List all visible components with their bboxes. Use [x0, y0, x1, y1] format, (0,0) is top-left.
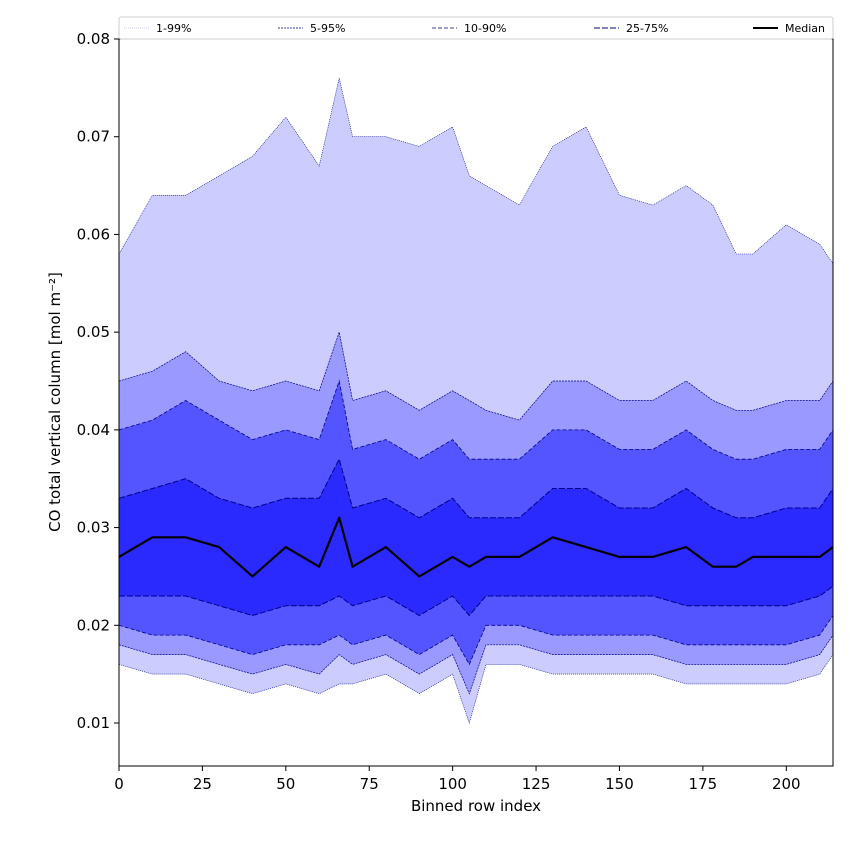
legend-label-1-99: 1-99% — [156, 22, 191, 35]
y-tick-label: 0.07 — [77, 128, 110, 146]
x-tick-label: 50 — [276, 775, 295, 793]
band-25-75-lower-edge — [119, 585, 834, 617]
y-tick-label: 0.06 — [77, 225, 110, 243]
band-25-75 — [119, 459, 833, 616]
y-tick-label: 0.05 — [77, 323, 110, 341]
median-line — [118, 516, 834, 578]
band-edge-lines — [118, 78, 834, 725]
percentile-bands — [119, 78, 833, 724]
y-tick-label: 0.04 — [77, 421, 110, 439]
band-1-99-lower-edge — [118, 654, 834, 725]
x-axis: 0 25 50 75 100 125 150 175 200 — [114, 766, 801, 793]
x-tick-label: 100 — [438, 775, 467, 793]
median-series — [118, 516, 834, 578]
y-axis-label: CO total vertical column [mol m⁻²] — [46, 272, 64, 532]
legend-label-25-75: 25-75% — [626, 22, 668, 35]
x-tick-label: 125 — [522, 775, 551, 793]
x-axis-label: Binned row index — [411, 797, 541, 815]
legend-box — [118, 16, 834, 40]
y-axis: 0.01 0.02 0.03 0.04 0.05 0.06 0.07 0.08 — [77, 30, 119, 732]
y-tick-label: 0.08 — [77, 30, 110, 48]
legend-label-median: Median — [785, 22, 825, 35]
band-5-95-lower-edge — [118, 634, 834, 695]
legend-label-10-90: 10-90% — [464, 22, 506, 35]
y-tick-label: 0.03 — [77, 519, 110, 537]
x-tick-label: 150 — [605, 775, 634, 793]
band-1-99-upper-edge — [118, 78, 834, 264]
legend: 1-99% 5-95% 10-90% 25-75% Median — [118, 16, 834, 40]
band-25-75-upper-edge — [118, 457, 834, 519]
band-10-90-lower-edge — [118, 615, 834, 666]
y-tick-label: 0.01 — [77, 714, 110, 732]
x-tick-label: 0 — [114, 775, 124, 793]
x-tick-label: 75 — [360, 775, 379, 793]
legend-label-5-95: 5-95% — [310, 22, 345, 35]
x-tick-label: 200 — [772, 775, 801, 793]
x-tick-label: 25 — [193, 775, 212, 793]
band-10-90-upper-edge — [118, 379, 834, 460]
x-tick-label: 175 — [689, 775, 718, 793]
y-tick-label: 0.02 — [77, 616, 110, 634]
